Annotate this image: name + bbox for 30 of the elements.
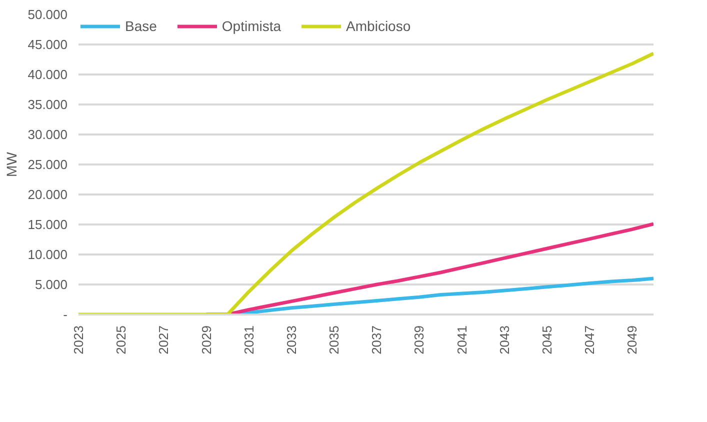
- y-tick-label: 45.000: [28, 37, 68, 52]
- legend-label: Optimista: [222, 18, 282, 34]
- y-tick-label: 50.000: [28, 7, 68, 22]
- x-tick-label: 2039: [412, 326, 427, 354]
- x-tick-label: 2043: [496, 326, 512, 354]
- y-tick-label: 20.000: [28, 187, 68, 202]
- x-tick-label: 2029: [198, 326, 214, 354]
- y-axis-title: MW: [4, 151, 20, 177]
- x-tick-label: 2037: [369, 326, 384, 354]
- legend-label: Base: [125, 18, 157, 34]
- x-tick-label: 2047: [582, 326, 598, 354]
- x-tick-label: 2033: [284, 326, 299, 354]
- y-tick-label: -: [63, 307, 68, 322]
- y-tick-label: 30.000: [28, 127, 68, 142]
- y-tick-label: 10.000: [28, 247, 68, 262]
- y-tick-label: 15.000: [28, 217, 68, 232]
- y-tick-label: 35.000: [28, 97, 68, 112]
- x-tick-label: 2045: [540, 326, 555, 354]
- y-tick-label: 25.000: [28, 157, 68, 172]
- x-tick-label: 2027: [156, 326, 172, 354]
- x-tick-label: 2049: [624, 326, 640, 354]
- line-series: [78, 52, 654, 314]
- x-tick-label: 2023: [71, 326, 86, 354]
- x-tick-label: 2031: [241, 326, 256, 354]
- y-tick-label: 5.000: [34, 277, 68, 292]
- x-tick-label: 2035: [326, 326, 342, 354]
- legend-label: Ambicioso: [346, 18, 411, 34]
- y-tick-label: 40.000: [28, 67, 68, 82]
- x-tick-label: 2041: [454, 326, 470, 354]
- x-tick-label: 2025: [114, 326, 129, 354]
